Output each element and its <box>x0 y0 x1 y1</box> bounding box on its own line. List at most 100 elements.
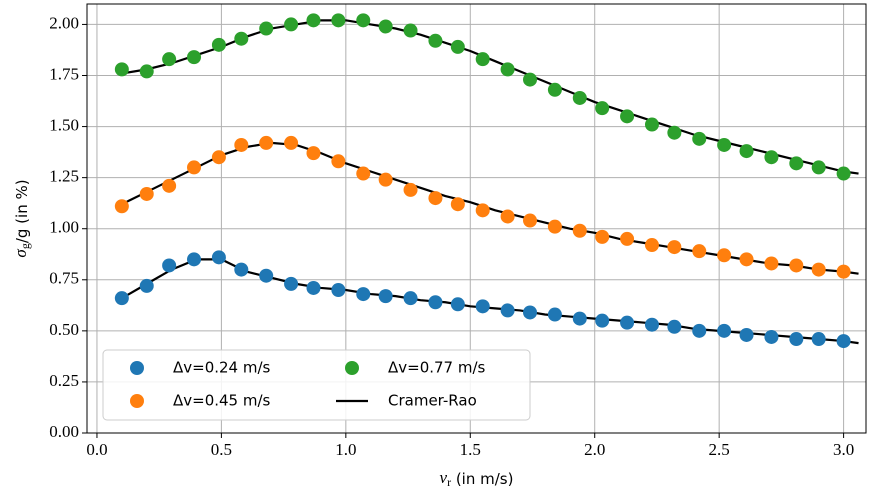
data-point <box>620 231 635 246</box>
data-point <box>162 52 177 67</box>
data-point <box>306 146 321 161</box>
data-point <box>739 252 754 267</box>
data-point <box>428 33 443 48</box>
data-point <box>331 283 346 297</box>
data-point <box>284 276 299 291</box>
data-point <box>378 19 393 34</box>
data-point <box>139 186 154 201</box>
data-point <box>500 62 515 77</box>
data-point <box>789 156 804 171</box>
data-point <box>572 311 587 326</box>
data-point <box>764 150 779 165</box>
data-point <box>450 197 465 212</box>
data-point <box>234 262 249 277</box>
data-point <box>114 199 129 214</box>
data-point <box>717 137 732 152</box>
data-point <box>739 144 754 159</box>
x-tick-label: 0.0 <box>86 440 107 459</box>
data-point <box>114 291 129 306</box>
legend-label: Δv=0.24 m/s <box>173 359 271 377</box>
x-tick-label: 2.5 <box>709 440 730 459</box>
x-tick-label: 3.0 <box>833 440 854 459</box>
data-point <box>789 332 804 347</box>
data-point <box>500 303 515 318</box>
y-tick-label: 0.00 <box>49 422 79 441</box>
data-point <box>523 305 538 320</box>
data-point <box>403 291 418 306</box>
y-tick-label: 2.00 <box>49 13 79 32</box>
data-point <box>403 23 418 38</box>
y-tick-label: 0.75 <box>49 269 79 288</box>
x-tick-label: 2.0 <box>584 440 605 459</box>
data-point <box>475 203 490 218</box>
data-point <box>811 332 826 347</box>
data-point <box>644 317 659 332</box>
data-point <box>692 131 707 146</box>
data-point <box>114 62 129 77</box>
data-point <box>764 329 779 344</box>
y-tick-label: 1.50 <box>49 115 79 134</box>
data-point <box>644 238 659 253</box>
data-point <box>211 37 226 52</box>
data-point <box>187 252 202 267</box>
x-tick-label: 1.0 <box>335 440 356 459</box>
data-point <box>306 280 321 295</box>
data-point <box>475 299 490 314</box>
legend-label: Cramer-Rao <box>388 392 477 410</box>
y-tick-label: 1.00 <box>49 218 79 237</box>
data-point <box>234 137 249 152</box>
data-point <box>428 295 443 310</box>
data-point <box>836 264 851 279</box>
data-point <box>403 182 418 197</box>
data-point <box>572 90 587 105</box>
legend-marker <box>130 361 144 375</box>
legend-marker <box>130 394 144 408</box>
y-axis-label-rest: /g (in %) <box>13 179 31 243</box>
data-point <box>162 258 177 273</box>
data-point <box>139 64 154 79</box>
x-axis-label: vr (in m/s) <box>440 468 514 489</box>
data-point <box>450 297 465 312</box>
data-point <box>667 125 682 140</box>
data-point <box>259 268 274 283</box>
data-point <box>428 191 443 206</box>
y-axis-label-symbol: σ <box>11 249 30 258</box>
data-point <box>162 178 177 193</box>
data-point <box>284 135 299 150</box>
data-point <box>692 244 707 259</box>
data-point <box>692 323 707 338</box>
data-point <box>547 307 562 322</box>
y-axis-label-sub: g <box>18 243 32 249</box>
data-point <box>211 150 226 165</box>
data-point <box>234 31 249 46</box>
data-point <box>378 289 393 304</box>
data-point <box>139 278 154 293</box>
x-axis-label-sub: r <box>447 475 451 489</box>
y-tick-label: 0.25 <box>49 371 79 390</box>
data-point <box>523 213 538 228</box>
data-point <box>789 258 804 273</box>
data-point <box>356 287 371 302</box>
data-point <box>572 223 587 238</box>
plot-frame <box>86 3 867 434</box>
data-point <box>378 172 393 187</box>
data-point <box>187 50 202 65</box>
data-point <box>836 334 851 349</box>
y-axis-label: σg/g (in %) <box>11 179 32 257</box>
data-point <box>644 117 659 132</box>
data-point <box>284 17 299 32</box>
legend-label: Δv=0.77 m/s <box>388 359 486 377</box>
data-point <box>356 166 371 181</box>
legend-label: Δv=0.45 m/s <box>173 392 271 410</box>
data-point <box>717 248 732 263</box>
data-point <box>595 229 610 244</box>
data-point <box>356 13 371 28</box>
y-tick-label: 0.50 <box>49 320 79 339</box>
legend-box <box>102 349 531 421</box>
data-point <box>547 219 562 234</box>
data-point <box>620 109 635 124</box>
data-point <box>764 256 779 271</box>
data-point <box>811 262 826 277</box>
data-point <box>667 319 682 334</box>
data-point <box>739 327 754 342</box>
